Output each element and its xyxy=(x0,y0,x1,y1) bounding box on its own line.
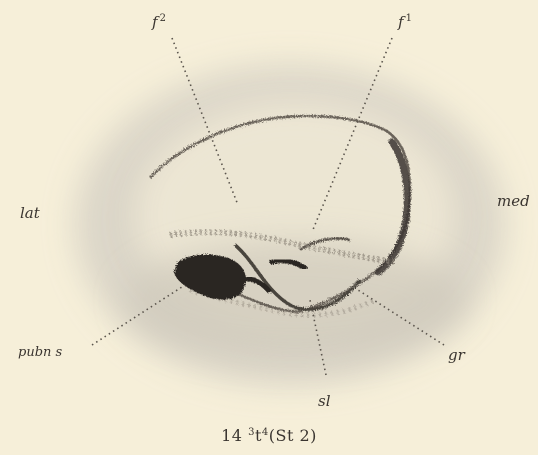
medial-rim xyxy=(374,138,411,276)
caption-post-sup: 4 xyxy=(261,427,269,438)
leader-lines xyxy=(91,37,445,376)
caption-pre-sup: 3 xyxy=(248,427,255,438)
caption-mid: t xyxy=(254,426,262,445)
figure-caption: 14 3t4(St 2) xyxy=(0,426,538,445)
pubic-dark-mass xyxy=(174,254,246,300)
label-pubn-s: pubn s xyxy=(18,345,63,360)
lower-cup xyxy=(233,243,362,312)
label-gr: gr xyxy=(448,346,465,364)
speckle-band xyxy=(169,229,396,265)
label-f1-base: f xyxy=(398,13,404,31)
label-f1-sup: 1 xyxy=(405,13,412,24)
label-sl: sl xyxy=(318,392,331,410)
pubic-dark-mass-tail xyxy=(239,276,272,294)
inner-fold xyxy=(299,237,351,252)
central-slit xyxy=(269,257,308,271)
caption-tail: (St 2) xyxy=(268,426,317,445)
label-med: med xyxy=(497,192,530,210)
leader-gr xyxy=(357,289,445,346)
label-f2-base: f xyxy=(152,13,158,31)
label-lat: lat xyxy=(20,204,40,222)
label-f2-sup: 2 xyxy=(159,13,166,24)
leader-pubn-s xyxy=(91,284,186,346)
caption-number: 14 xyxy=(221,426,243,445)
lower-shadow xyxy=(125,240,465,360)
